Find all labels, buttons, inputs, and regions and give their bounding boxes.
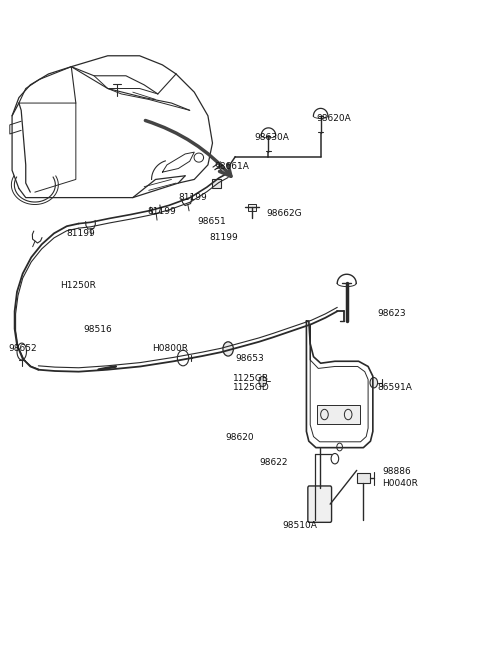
Text: 98620: 98620	[226, 434, 254, 442]
Text: 98620A: 98620A	[316, 114, 351, 123]
Text: H1250R: H1250R	[60, 281, 96, 290]
Text: 98653: 98653	[235, 354, 264, 363]
Text: 98886: 98886	[383, 467, 411, 476]
Text: H0800R: H0800R	[152, 344, 188, 353]
Circle shape	[259, 376, 266, 386]
Text: 98623: 98623	[378, 309, 406, 318]
Text: 86591A: 86591A	[378, 383, 412, 392]
Text: 98630A: 98630A	[254, 134, 289, 142]
Text: 98622: 98622	[259, 458, 288, 467]
Text: 98662G: 98662G	[266, 210, 302, 218]
FancyBboxPatch shape	[308, 486, 332, 522]
Text: 1125GD: 1125GD	[233, 383, 270, 392]
Text: 81199: 81199	[179, 193, 207, 202]
Text: H0040R: H0040R	[383, 479, 418, 488]
Bar	[357, 473, 370, 483]
Text: 81199: 81199	[147, 208, 176, 216]
Text: 98652: 98652	[9, 344, 37, 353]
Bar	[317, 405, 360, 424]
Circle shape	[223, 342, 233, 356]
Circle shape	[370, 377, 378, 388]
Bar	[212, 179, 221, 188]
Text: 81199: 81199	[67, 229, 96, 238]
Text: 98516: 98516	[84, 325, 112, 334]
Text: 98661A: 98661A	[214, 162, 249, 171]
Text: 98651: 98651	[197, 217, 226, 226]
Text: 1125GB: 1125GB	[233, 373, 269, 383]
Bar	[248, 204, 256, 211]
Text: 81199: 81199	[209, 233, 238, 242]
Text: 98510A: 98510A	[283, 521, 318, 530]
